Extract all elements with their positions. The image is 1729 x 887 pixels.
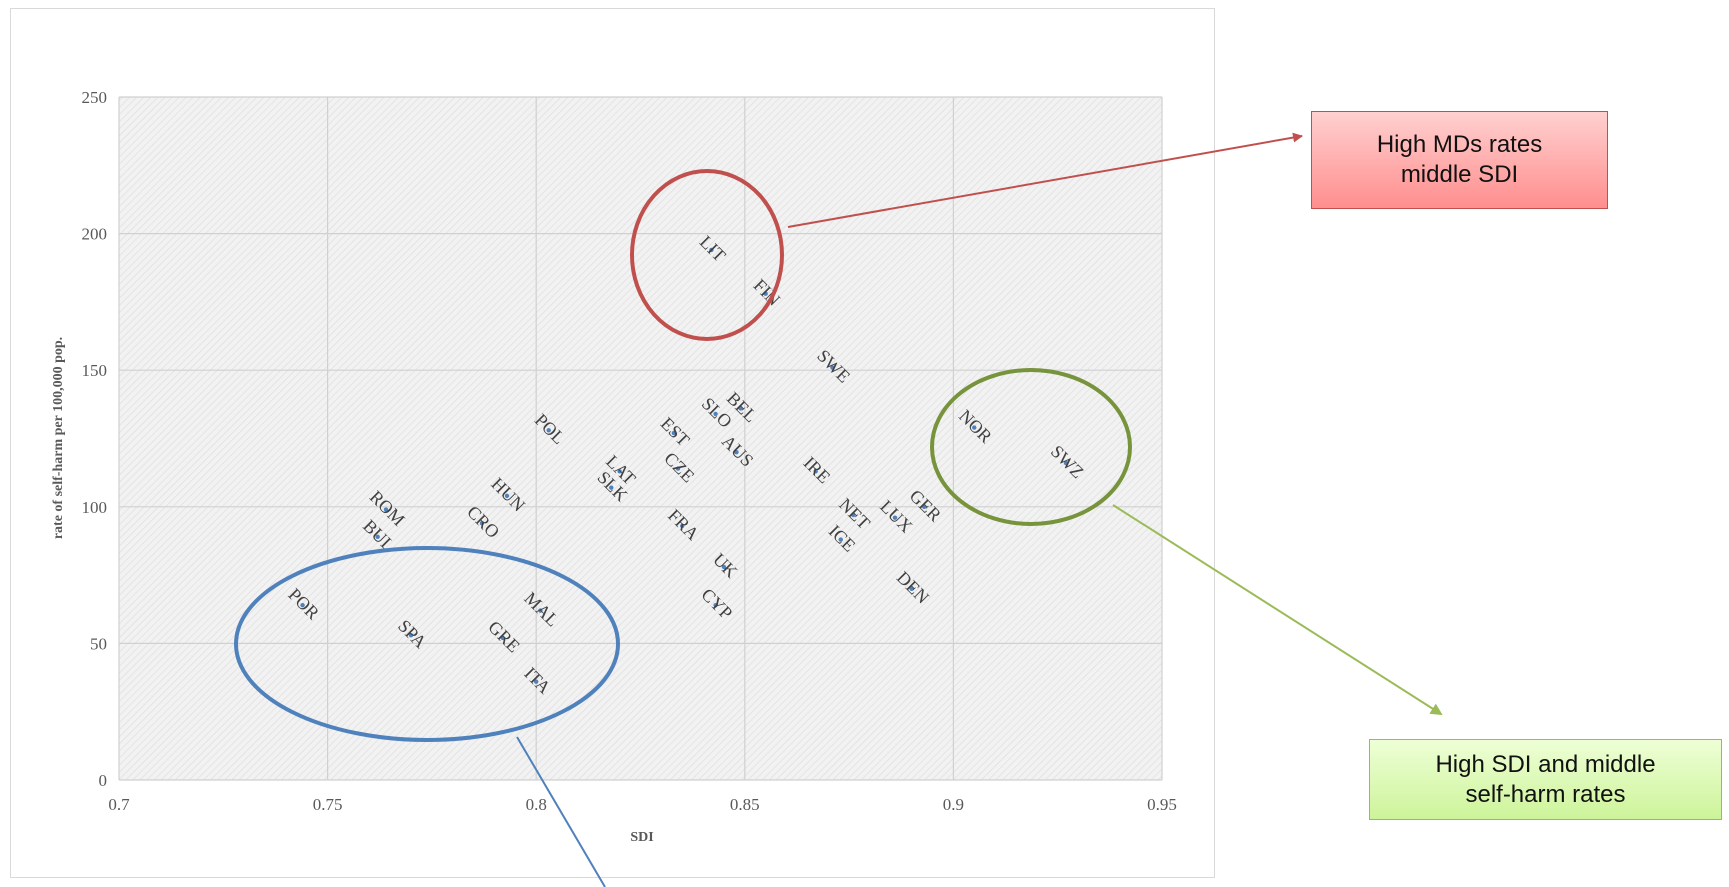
y-tick-label: 200 — [82, 225, 108, 244]
data-point — [763, 291, 768, 296]
high-sdi-callout: High SDI and middle self-harm rates — [1369, 739, 1722, 820]
data-point — [838, 537, 843, 542]
x-tick-label: 0.85 — [730, 795, 760, 814]
data-point — [1063, 460, 1069, 466]
data-point — [408, 633, 414, 638]
red-highlight-ellipse — [630, 169, 784, 341]
green-callout-arrow — [1112, 504, 1443, 716]
red-callout-line2: middle SDI — [1400, 161, 1519, 188]
x-tick-label: 0.95 — [1147, 795, 1177, 814]
x-tick-label: 0.7 — [108, 795, 130, 814]
x-axis-ticks: 0.7 0.75 0.8 0.85 0.9 0.95 — [108, 795, 1177, 814]
blue-highlight-ellipse — [234, 546, 620, 742]
high-md-rates-callout: High MDs rates middle SDI — [1311, 111, 1608, 209]
data-point — [534, 679, 539, 684]
data-point — [680, 523, 685, 529]
green-callout-line2: self-harm rates — [1465, 780, 1626, 808]
data-point — [504, 493, 510, 499]
data-point — [383, 507, 389, 512]
data-point — [921, 504, 927, 509]
x-axis-title: SDI — [630, 830, 653, 845]
data-point — [375, 534, 380, 540]
data-point — [909, 586, 914, 591]
data-point — [972, 425, 977, 430]
data-markers — [300, 247, 1069, 684]
data-point — [830, 365, 835, 370]
y-axis-title: rate of self-harm per 100,000 pop. — [51, 337, 66, 539]
green-callout-line1: High SDI and middle — [1435, 750, 1656, 778]
data-point — [721, 564, 727, 570]
y-tick-label: 50 — [90, 634, 107, 653]
green-highlight-ellipse — [930, 368, 1132, 526]
data-point — [671, 430, 677, 436]
data-point — [538, 608, 543, 613]
data-point — [709, 247, 714, 253]
y-tick-label: 250 — [82, 88, 108, 107]
plot-area — [119, 97, 1162, 780]
y-tick-label: 0 — [99, 771, 108, 790]
x-tick-label: 0.8 — [526, 795, 547, 814]
data-point — [713, 411, 718, 417]
y-tick-label: 150 — [82, 361, 108, 380]
y-axis-ticks: 0 50 100 150 200 250 — [82, 88, 108, 790]
data-point — [500, 635, 506, 641]
x-tick-label: 0.75 — [313, 795, 343, 814]
data-point — [300, 602, 305, 608]
data-point — [851, 512, 856, 518]
data-point — [546, 428, 551, 433]
data-point — [675, 466, 681, 471]
data-point — [892, 515, 898, 520]
y-tick-label: 100 — [82, 498, 108, 517]
data-point — [713, 602, 718, 608]
data-point — [734, 449, 739, 455]
data-point — [813, 469, 818, 474]
data-point — [617, 469, 622, 474]
data-point — [609, 485, 614, 490]
data-point — [738, 406, 743, 411]
x-tick-label: 0.9 — [943, 795, 964, 814]
blue-callout-line — [516, 736, 606, 887]
data-point — [479, 520, 485, 526]
red-callout-line1: High MDs rates — [1376, 131, 1543, 158]
gridlines — [118, 96, 1163, 781]
red-callout-arrow — [787, 132, 1303, 228]
